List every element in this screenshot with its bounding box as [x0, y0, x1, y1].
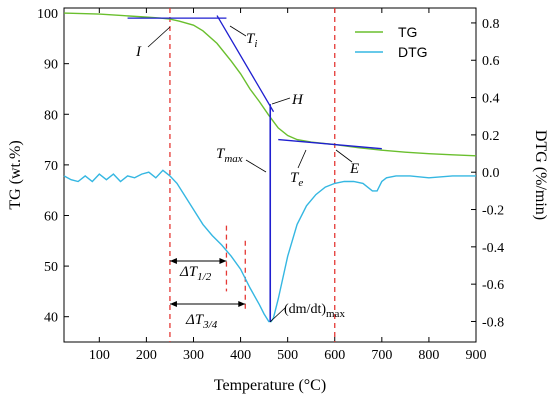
x-tick-label: 300 [183, 348, 204, 363]
label-e-pointer [335, 149, 353, 163]
label-ti: Ti [246, 31, 257, 50]
delta-t-34-arrow-head-right [238, 301, 246, 308]
y-left-tick-label: 100 [37, 7, 58, 22]
delta-t-half-arrow-head-left [169, 258, 177, 265]
y-left-tick-label: 50 [44, 260, 58, 275]
delta-t-half-arrow-head-right [219, 258, 227, 265]
y-right-tick-label: -0.8 [482, 315, 504, 330]
y-axis-right-label: DTG (%/min) [532, 130, 549, 220]
label-dm-dt-main: (dm/dt) [284, 302, 326, 317]
y-left-tick-label: 80 [44, 108, 58, 123]
y-right-tick-label: 0.8 [482, 17, 500, 32]
label-h-main: H [291, 92, 304, 108]
y-right-tick-label: -0.2 [482, 204, 504, 219]
label-h-pointer [271, 97, 291, 105]
label-i-pointer [147, 26, 171, 48]
label-dm-dt-pointer [269, 307, 286, 323]
y-right-tick-label: -0.6 [482, 278, 504, 293]
label-ti-pointer [229, 25, 247, 37]
label-e-main: E [349, 161, 359, 177]
x-tick-label: 100 [89, 348, 110, 363]
label-te-main: T [290, 170, 300, 186]
x-tick-label: 500 [277, 348, 298, 363]
label-ti-sub: i [254, 38, 257, 50]
label-e: E [349, 161, 359, 177]
x-axis-label: Temperature (°C) [214, 377, 326, 394]
tangent-line [216, 15, 275, 113]
label-dm-dt: (dm/dt)max [284, 302, 345, 320]
y-right-tick-label: 0.2 [482, 129, 500, 144]
reference-lines [169, 8, 336, 342]
plot-frame [63, 7, 477, 343]
x-tick-label: 200 [136, 348, 157, 363]
label-te: Te [290, 170, 303, 189]
tangent-line [278, 138, 382, 150]
x-tick-label: 400 [230, 348, 251, 363]
label-tmax-main: T [216, 146, 226, 162]
label-delta-t-34-sub: 3/4 [202, 319, 218, 331]
delta-t-34-arrow-head-left [169, 301, 177, 308]
label-delta-t-half: ΔT1/2 [179, 264, 212, 283]
y-right-tick-label: 0.4 [482, 92, 500, 107]
label-tmax-sub: max [224, 153, 242, 165]
label-te-pointer [297, 149, 307, 169]
y-right-tick-label: 0.0 [482, 166, 500, 181]
label-delta-t-half-main: ΔT [179, 264, 199, 280]
y-axis-left-label: TG (wt.%) [7, 140, 24, 209]
label-i: I [135, 44, 142, 60]
y-right-tick-label: 0.6 [482, 54, 500, 69]
label-ti-main: T [246, 31, 256, 47]
y-left-tick-label: 90 [44, 58, 58, 73]
label-h: H [291, 92, 304, 108]
label-te-sub: e [298, 177, 303, 189]
y-right-tick-label: -0.4 [482, 241, 504, 256]
y-left-tick-label: 60 [44, 209, 58, 224]
x-tick-label: 600 [324, 348, 345, 363]
legend-tg-label: TG [398, 24, 417, 40]
legend: TG DTG [355, 24, 428, 60]
tangent-lines [127, 15, 382, 322]
y-left-tick-label: 40 [44, 311, 58, 326]
label-delta-t-34: ΔT3/4 [185, 312, 218, 331]
label-tmax-pointer [245, 159, 267, 173]
label-i-main: I [135, 44, 142, 60]
tick-labels: 100 200 300 400 500 600 700 800 900 40 50 60 70 80 90 1… [37, 7, 504, 363]
legend-dtg-label: DTG [398, 44, 428, 60]
y-left-tick-label: 70 [44, 159, 58, 174]
x-tick-label: 700 [371, 348, 392, 363]
x-tick-label: 900 [466, 348, 487, 363]
label-delta-t-34-main: ΔT [185, 312, 205, 328]
x-tick-label: 800 [418, 348, 439, 363]
dtg-series-line [63, 169, 476, 323]
label-dm-dt-sub: max [326, 308, 345, 320]
label-tmax: Tmax [216, 146, 243, 165]
label-delta-t-half-sub: 1/2 [197, 271, 212, 283]
